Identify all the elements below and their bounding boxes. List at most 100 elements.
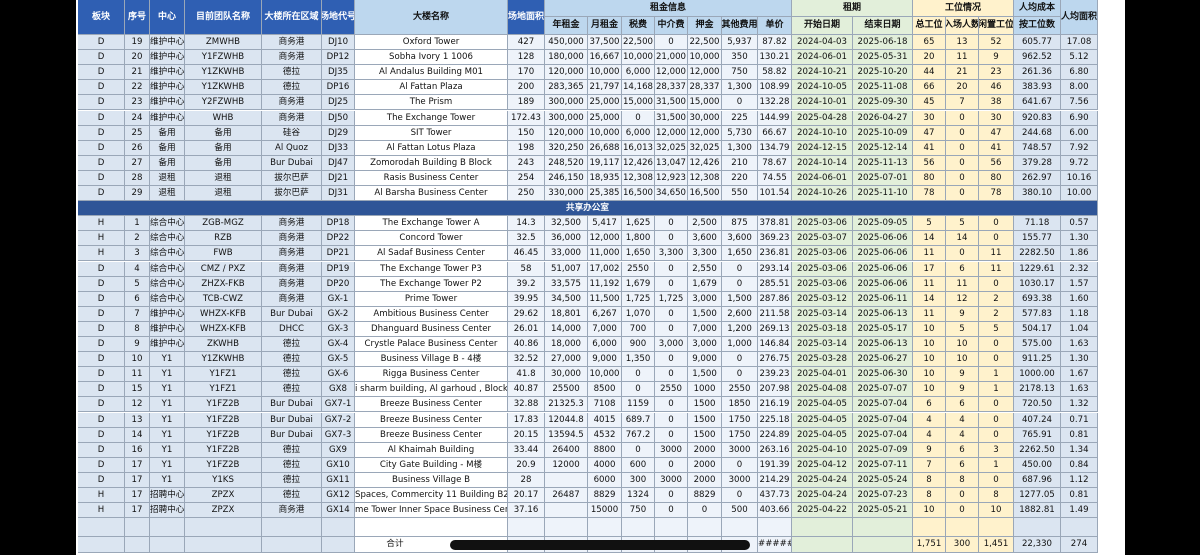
table-cell: 备用 (150, 125, 185, 141)
table-cell: 0 (622, 442, 655, 458)
table-cell: 6 (946, 261, 979, 277)
table-cell: 605.77 (1014, 35, 1061, 51)
table-cell: 1,725 (622, 291, 655, 307)
table-cell: 437.73 (758, 488, 792, 504)
table-cell: 120,000 (545, 125, 588, 141)
table-cell: 商务港 (262, 95, 322, 111)
table-cell: D (78, 261, 125, 277)
table-cell: 14 (946, 231, 979, 247)
table-cell: 2000 (688, 442, 722, 458)
table-cell: 26 (125, 140, 150, 156)
header-cell: 总工位 (913, 17, 946, 35)
table-cell: 32.5 (508, 231, 545, 247)
table-cell: 14 (913, 291, 946, 307)
table-cell: Spaces, Commercity 11 Building B2 (355, 488, 508, 504)
table-cell: 商务港 (262, 276, 322, 292)
table-cell: 2025-04-01 (792, 367, 853, 383)
table-cell: Y1 (150, 442, 185, 458)
table-cell: 120,000 (545, 65, 588, 81)
table-cell: 23 (125, 95, 150, 111)
table-cell: 2025-03-28 (792, 352, 853, 368)
empty-cell (355, 518, 508, 538)
table-cell: 商务港 (262, 50, 322, 66)
table-cell: Rasis Business Center (355, 170, 508, 186)
table-cell: 1,500 (722, 291, 758, 307)
table-cell: 0 (979, 397, 1014, 413)
table-cell: 0 (946, 170, 979, 186)
table-cell: 600 (622, 457, 655, 473)
table-cell: 29.62 (508, 306, 545, 322)
table-cell: 248,520 (545, 155, 588, 171)
table-cell: D (78, 291, 125, 307)
table-cell: 2025-07-07 (853, 382, 913, 398)
table-cell: 269.13 (758, 321, 792, 337)
table-cell: 17 (125, 472, 150, 488)
table-cell: H (78, 488, 125, 504)
table-cell: 262.97 (1014, 170, 1061, 186)
table-cell: 18,000 (545, 337, 588, 353)
empty-cell (78, 518, 125, 538)
header-cell: 目前团队名称 (185, 0, 262, 35)
table-cell: 1850 (722, 397, 758, 413)
table-cell: 504.17 (1014, 321, 1061, 337)
table-cell: 2025-06-06 (853, 246, 913, 262)
table-cell: 0 (979, 352, 1014, 368)
table-cell: 0.57 (1061, 216, 1098, 232)
table-cell: 2025-06-13 (853, 337, 913, 353)
table-cell: 10.16 (1061, 170, 1098, 186)
table-cell: 210 (722, 155, 758, 171)
table-cell: 0 (655, 35, 688, 51)
table-cell: 7 (946, 95, 979, 111)
table-cell: DP22 (322, 231, 355, 247)
table-cell: 8500 (588, 382, 622, 398)
table-cell: 750 (622, 503, 655, 519)
table-cell: 2025-04-24 (792, 472, 853, 488)
table-cell: 4 (946, 412, 979, 428)
header-cell: 序号 (125, 0, 150, 35)
header-cell: 人均成本 (1014, 0, 1061, 17)
table-cell: 7,000 (688, 321, 722, 337)
table-cell: Al Sadaf Business Center (355, 246, 508, 262)
table-cell: 1,650 (622, 246, 655, 262)
table-cell: Al Fattan Plaza (355, 80, 508, 96)
table-cell: 1750 (722, 412, 758, 428)
header-cell: 人均面积 (1061, 0, 1098, 35)
table-cell: 27,000 (545, 352, 588, 368)
table-cell: 1,000 (722, 337, 758, 353)
table-cell: D (78, 155, 125, 171)
table-cell: 1,500 (688, 367, 722, 383)
table-cell: 2025-03-06 (792, 246, 853, 262)
table-cell: 15,000 (622, 95, 655, 111)
table-cell: ZKWHB (185, 337, 262, 353)
total-cell (853, 537, 913, 554)
table-cell: 0 (979, 231, 1014, 247)
table-cell: DJ29 (322, 125, 355, 141)
empty-cell (545, 518, 588, 538)
table-cell: Y1ZKWHB (185, 65, 262, 81)
header-cell: 租金信息 (545, 0, 792, 17)
table-cell: 3,600 (722, 231, 758, 247)
table-cell: 46 (979, 80, 1014, 96)
table-cell: Y1FZ2B (185, 397, 262, 413)
table-cell: 16,667 (588, 50, 622, 66)
table-cell: 46.45 (508, 246, 545, 262)
table-cell: 39.2 (508, 276, 545, 292)
table-cell: 10 (125, 352, 150, 368)
table-cell: 2.32 (1061, 261, 1098, 277)
table-cell: 144.99 (758, 110, 792, 126)
table-cell: GX8 (322, 382, 355, 398)
header-cell: 年租金 (545, 17, 588, 35)
table-cell: 商务港 (262, 35, 322, 51)
table-cell: DJ47 (322, 155, 355, 171)
table-cell: 0 (946, 110, 979, 126)
table-cell: 369.23 (758, 231, 792, 247)
total-cell (792, 537, 853, 554)
table-cell: 2025-03-06 (792, 216, 853, 232)
table-cell: 285.51 (758, 276, 792, 292)
table-cell: 2025-04-28 (792, 110, 853, 126)
empty-cell (853, 518, 913, 538)
table-cell: 27 (125, 155, 150, 171)
table-cell: 2025-10-09 (853, 125, 913, 141)
header-cell: 大楼所在区域 (262, 0, 322, 35)
table-cell: 0 (722, 457, 758, 473)
